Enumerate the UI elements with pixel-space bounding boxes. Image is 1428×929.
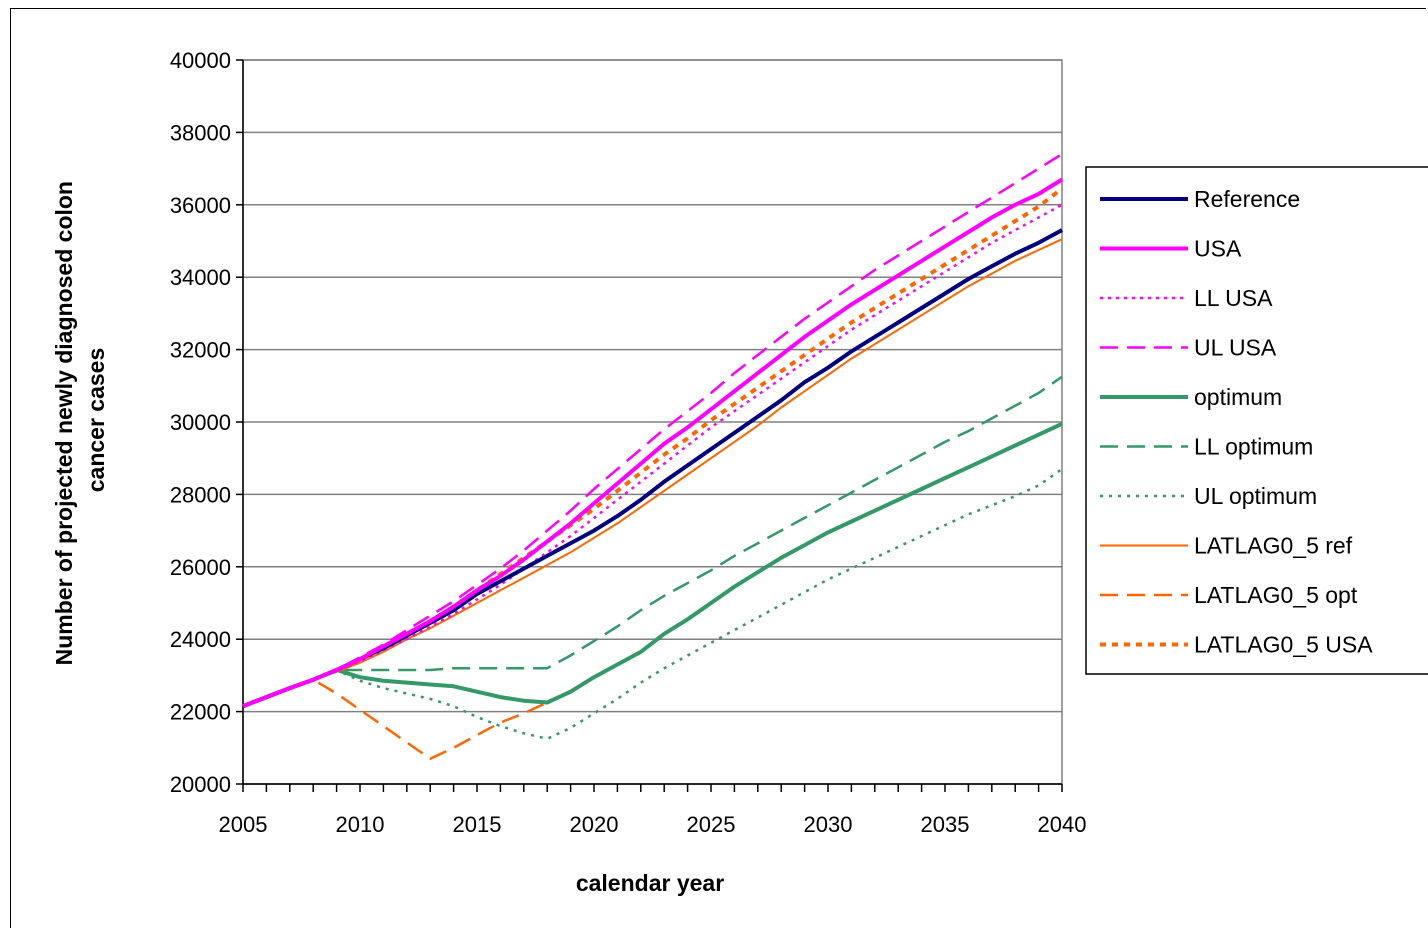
x-tick-label: 2015 <box>453 812 502 837</box>
series-line-ll-optimum <box>242 375 1063 708</box>
legend-label: Reference <box>1194 186 1300 212</box>
legend-label: LL USA <box>1194 285 1273 311</box>
x-tick-label: 2025 <box>687 812 736 837</box>
legend-label: LL optimum <box>1194 434 1313 460</box>
x-tick-label: 2020 <box>570 812 619 837</box>
y-axis-title-line-1: Number of projected newly diagnosed colo… <box>51 181 77 665</box>
series-line-reference <box>242 228 1063 709</box>
y-tick-label: 30000 <box>170 410 231 435</box>
y-tick-label: 36000 <box>170 193 231 218</box>
x-tick-label: 2005 <box>219 812 268 837</box>
y-tick-label: 28000 <box>170 482 231 507</box>
y-tick-label: 26000 <box>170 555 231 580</box>
x-tick-label: 2010 <box>336 812 385 837</box>
chart-frame <box>10 8 1426 928</box>
series-line-ul-usa <box>242 153 1063 708</box>
series-lines <box>242 153 1064 760</box>
gridlines <box>243 59 1062 785</box>
y-tick-label: 32000 <box>170 338 231 363</box>
y-tick-label: 20000 <box>170 772 231 797</box>
x-tick-label: 2040 <box>1038 812 1087 837</box>
x-tick-label: 2030 <box>804 812 853 837</box>
legend-label: UL optimum <box>1194 483 1317 509</box>
x-tick-label: 2035 <box>921 812 970 837</box>
legend-label: LATLAG0_5 opt <box>1194 582 1358 608</box>
legend-label: LATLAG0_5 ref <box>1194 533 1353 559</box>
y-tick-label: 24000 <box>170 627 231 652</box>
y-axis-title-line-2: cancer cases <box>83 348 109 493</box>
series-line-ul-optimum <box>242 468 1063 741</box>
y-tick-label: 38000 <box>170 120 231 145</box>
legend-label: UL USA <box>1194 335 1277 361</box>
series-line-usa <box>242 177 1064 709</box>
legend-label: LATLAG0_5 USA <box>1194 632 1373 658</box>
series-line-latlag0-5-ref <box>242 238 1063 708</box>
y-tick-label: 34000 <box>170 265 231 290</box>
axes: 20000 22000 24000 26000 28000 30000 32000 34000… <box>170 48 1087 837</box>
y-tick-label: 40000 <box>170 48 231 73</box>
series-line-optimum <box>242 421 1063 709</box>
legend-label: USA <box>1194 236 1242 262</box>
series-line-latlag0-5-usa <box>242 186 1064 709</box>
y-tick-label: 22000 <box>170 700 231 725</box>
y-axis-title: Number of projected newly diagnosed colo… <box>51 175 109 666</box>
legend: Reference USA LL USA UL USA optimum LL optimu… <box>1085 166 1428 675</box>
x-axis-title: calendar year <box>576 870 724 896</box>
legend-box <box>1085 166 1428 675</box>
legend-label: optimum <box>1194 384 1282 410</box>
